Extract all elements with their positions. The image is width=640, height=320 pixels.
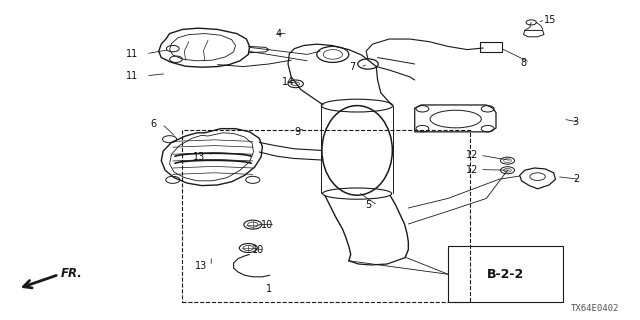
- Text: 7: 7: [349, 62, 355, 72]
- Text: 13: 13: [195, 261, 207, 271]
- Text: 15: 15: [544, 15, 556, 25]
- Text: 2: 2: [573, 174, 579, 184]
- Text: FR.: FR.: [61, 267, 83, 280]
- Text: 3: 3: [573, 117, 579, 127]
- Text: 11: 11: [126, 49, 138, 59]
- Text: B-2-2: B-2-2: [487, 268, 524, 281]
- Text: 12: 12: [466, 164, 478, 175]
- Text: 4: 4: [275, 28, 282, 39]
- Text: 10: 10: [261, 220, 273, 230]
- Text: 12: 12: [466, 150, 478, 160]
- Text: 8: 8: [520, 58, 527, 68]
- Text: 13: 13: [193, 152, 205, 162]
- Bar: [182, 130, 470, 302]
- Text: TX64E0402: TX64E0402: [571, 304, 620, 313]
- Text: 10: 10: [252, 245, 264, 255]
- Text: 14: 14: [282, 77, 294, 87]
- Text: 5: 5: [365, 200, 371, 211]
- Text: 11: 11: [126, 71, 138, 81]
- Bar: [448, 246, 563, 302]
- Text: 6: 6: [150, 119, 157, 129]
- Text: 9: 9: [294, 127, 301, 137]
- Text: 1: 1: [266, 284, 272, 294]
